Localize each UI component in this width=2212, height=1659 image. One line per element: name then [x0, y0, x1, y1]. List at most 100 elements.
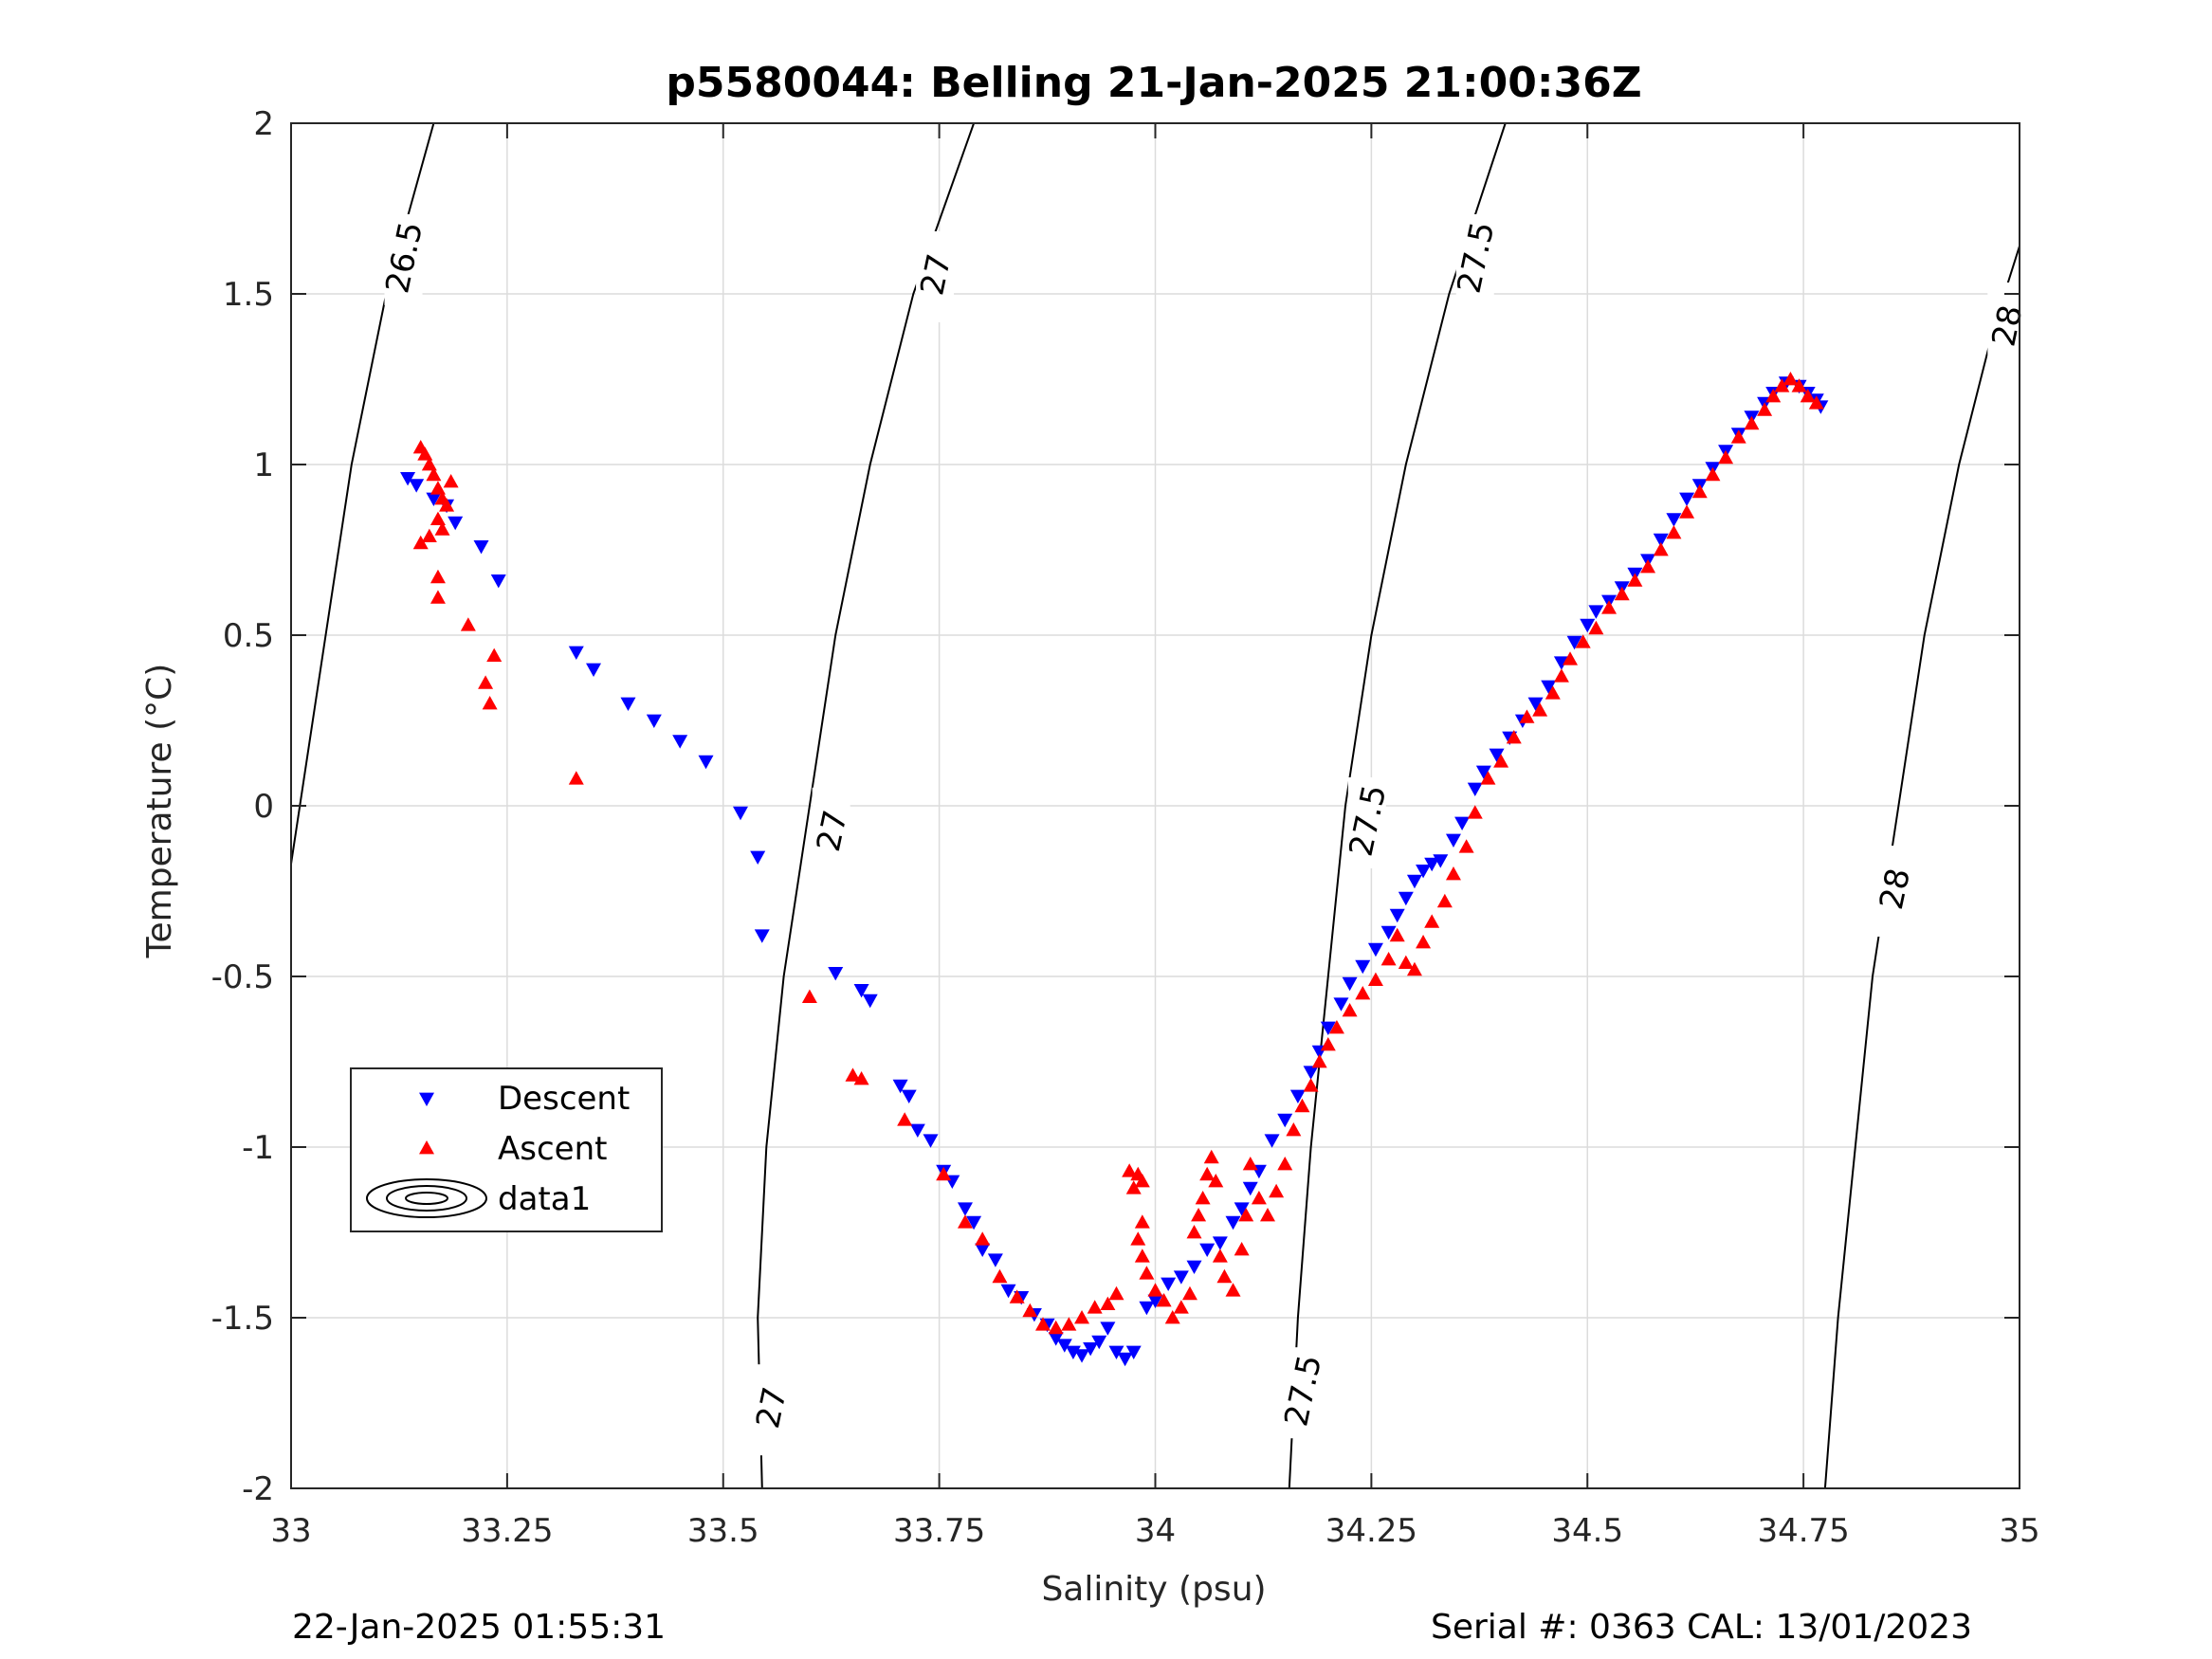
ascent-point: [1691, 483, 1708, 499]
ascent-point: [439, 498, 455, 512]
ascent-point: [801, 989, 817, 1003]
ascent-point: [430, 481, 446, 495]
ascent-point: [1800, 389, 1816, 403]
ascent-point: [1199, 1166, 1216, 1181]
ascent-series: [412, 372, 1824, 1335]
descent-point: [1320, 1021, 1336, 1035]
descent-point: [620, 697, 636, 711]
ascent-point: [1303, 1078, 1319, 1092]
ascent-point: [1458, 839, 1474, 853]
descent-point: [1355, 959, 1371, 975]
ascent-point: [1195, 1191, 1211, 1205]
x-tick-labels: 33 33.25 33.5 33.75 34 34.25 34.5 34.75 35: [270, 1512, 2039, 1550]
descent-point: [1679, 492, 1695, 506]
ascent-point: [1238, 1208, 1254, 1222]
ascent-point: [1035, 1317, 1051, 1331]
ascent-point: [1225, 1283, 1241, 1297]
ascent-point: [1480, 771, 1496, 785]
y-tick-label: -1: [242, 1129, 274, 1167]
isopycnal-27: [757, 122, 976, 1489]
descent-point: [966, 1215, 982, 1231]
descent-point: [1303, 1066, 1319, 1080]
x-tick-label: 34.75: [1757, 1512, 1849, 1550]
ascent-point: [1134, 1249, 1150, 1263]
descent-point: [1433, 854, 1449, 868]
descent-point: [1467, 782, 1483, 796]
ascent-point: [1424, 914, 1440, 928]
descent-point: [1588, 605, 1604, 619]
ascent-point: [1782, 372, 1799, 386]
ascent-point: [845, 1067, 861, 1082]
ascent-point: [1614, 586, 1630, 601]
contour-label: 27: [810, 807, 855, 855]
ascent-point: [1398, 955, 1414, 969]
ascent-point: [1061, 1317, 1077, 1331]
contour-label-mask: [916, 231, 955, 322]
descent-point: [1580, 618, 1596, 633]
descent-point: [1173, 1270, 1189, 1285]
ascent-point: [412, 535, 429, 550]
x-tick-label: 33.25: [461, 1512, 553, 1550]
ascent-point: [1173, 1300, 1189, 1314]
ascent-point: [421, 528, 437, 542]
y-tick-label: -0.5: [211, 958, 274, 996]
descent-point: [1091, 1335, 1107, 1350]
descent-point: [1445, 833, 1461, 848]
ascent-point: [1563, 651, 1579, 665]
ascent-point: [1259, 1208, 1275, 1222]
descent-point: [754, 929, 770, 943]
descent-point: [1048, 1332, 1064, 1346]
descent-point: [1553, 656, 1569, 670]
contour-label: 27: [749, 1384, 795, 1432]
legend-contour-label: data1: [498, 1180, 591, 1218]
ascent-point: [936, 1166, 952, 1181]
descent-point: [1424, 857, 1440, 872]
ascent-point: [1718, 449, 1734, 465]
descent-point: [1100, 1322, 1116, 1336]
ascent-point: [1493, 754, 1509, 768]
ascent-point: [992, 1268, 1008, 1284]
ascent-point: [1242, 1157, 1258, 1171]
x-tick-label: 34.25: [1325, 1512, 1417, 1550]
ascent-point: [1791, 378, 1807, 392]
legend-ascent-marker: [419, 1140, 434, 1155]
ascent-point: [1181, 1285, 1197, 1301]
x-tick-label: 34: [1135, 1512, 1176, 1550]
ascent-point: [434, 521, 450, 536]
ascent-point: [1342, 1003, 1358, 1017]
ascent-point: [1730, 429, 1746, 444]
footer-timestamp: 22-Jan-2025 01:55:31: [292, 1608, 666, 1647]
descent-point: [1117, 1352, 1133, 1367]
descent-point: [1083, 1342, 1099, 1357]
ascent-point: [417, 447, 433, 461]
ascent-point: [1808, 395, 1824, 410]
descent-point: [1666, 513, 1682, 527]
ascent-point: [1553, 668, 1569, 683]
contour-label: 27: [913, 250, 959, 299]
descent-point: [853, 984, 869, 998]
ascent-point: [1601, 600, 1618, 614]
ascent-point: [1022, 1303, 1038, 1318]
descent-point: [1199, 1243, 1216, 1257]
ascent-point: [1251, 1191, 1267, 1205]
ascent-point: [1147, 1283, 1163, 1297]
ascent-point: [853, 1071, 869, 1085]
ascent-point: [1294, 1098, 1310, 1113]
ascent-point: [1532, 702, 1548, 717]
legend-ascent-label: Ascent: [498, 1130, 607, 1168]
legend-box: [350, 1067, 663, 1232]
y-tick-label: 0: [253, 788, 274, 826]
ascent-point: [1705, 466, 1721, 482]
ascent-point: [1416, 935, 1432, 949]
ascent-point: [1277, 1157, 1293, 1171]
ascent-point: [1320, 1037, 1336, 1051]
descent-point: [750, 850, 766, 865]
ascent-point: [1467, 805, 1483, 819]
ascent-point: [1757, 402, 1773, 416]
descent-point: [672, 735, 688, 749]
ascent-point: [975, 1231, 991, 1246]
descent-point: [646, 714, 662, 728]
legend-descent-label: Descent: [498, 1080, 630, 1118]
